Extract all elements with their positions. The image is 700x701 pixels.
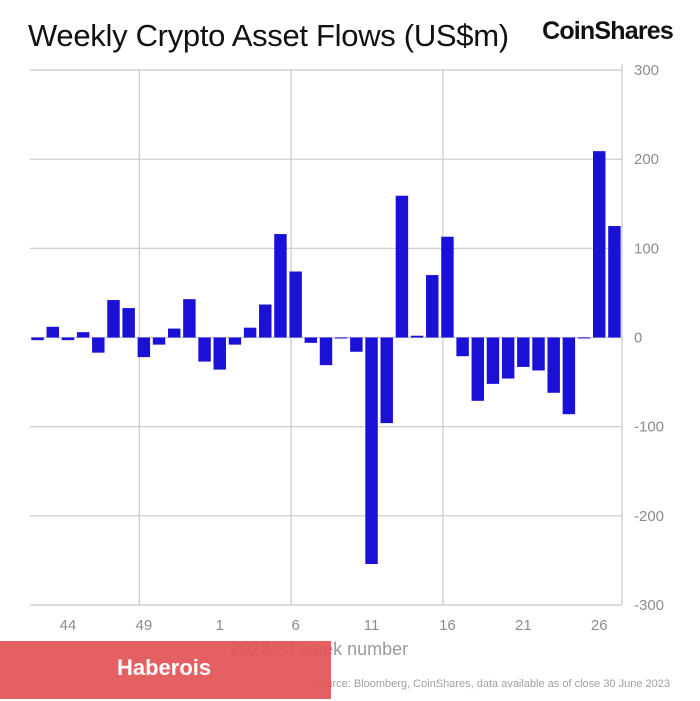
bar [76,332,90,338]
bar [137,337,151,358]
y-tick-label: 300 [634,62,659,79]
bar [547,337,560,393]
bar [471,337,485,401]
y-tick-label: 100 [634,240,659,257]
x-tick-label: 49 [136,617,153,634]
source-note: Source: Bloomberg, CoinShares, data avai… [312,678,670,690]
x-tick-label: 21 [515,617,532,634]
bar [167,328,181,338]
y-tick-label: -300 [634,597,664,614]
bar [532,337,545,371]
y-tick-label: 200 [634,151,659,168]
watermark-banner: Haberois [0,641,331,699]
bar [334,337,348,339]
bar [198,337,211,362]
bar [228,337,242,345]
bar [517,337,530,367]
bar [456,337,469,357]
bar [426,275,439,338]
chart-title: Weekly Crypto Asset Flows (US$m) [28,18,509,53]
bar [243,327,257,338]
bars [31,151,621,564]
banner-text: Haberois [117,655,212,680]
bar [350,337,363,352]
bar [213,337,226,370]
bar [577,337,591,339]
bar [122,308,135,338]
bar [501,337,515,379]
bar [441,236,454,338]
bar [259,304,272,338]
y-tick-label: -200 [634,508,664,525]
bar [319,337,333,366]
y-tick-label: 0 [634,330,642,347]
bar [107,300,120,338]
bar [274,234,287,338]
bar [410,335,424,338]
coinshares-logo: CoinShares [542,17,674,45]
bar [486,337,500,384]
x-tick-label: 11 [364,617,380,634]
bar [92,337,105,353]
x-tick-label: 16 [439,617,456,634]
x-tick-label: 26 [591,617,608,634]
bar [152,337,166,345]
bar [380,337,393,424]
bar [46,326,59,338]
bar [395,195,409,338]
bar [31,337,44,341]
bar [365,337,378,564]
bar [562,337,576,415]
x-tick-label: 1 [216,617,224,634]
bar [593,151,606,338]
bar [608,226,621,338]
x-tick-label: 6 [291,617,299,634]
x-tick-label: 44 [60,617,77,634]
bar [61,337,75,341]
y-tick-label: -100 [634,419,664,436]
bar [304,337,318,343]
bar [183,299,196,338]
bar [289,271,302,338]
